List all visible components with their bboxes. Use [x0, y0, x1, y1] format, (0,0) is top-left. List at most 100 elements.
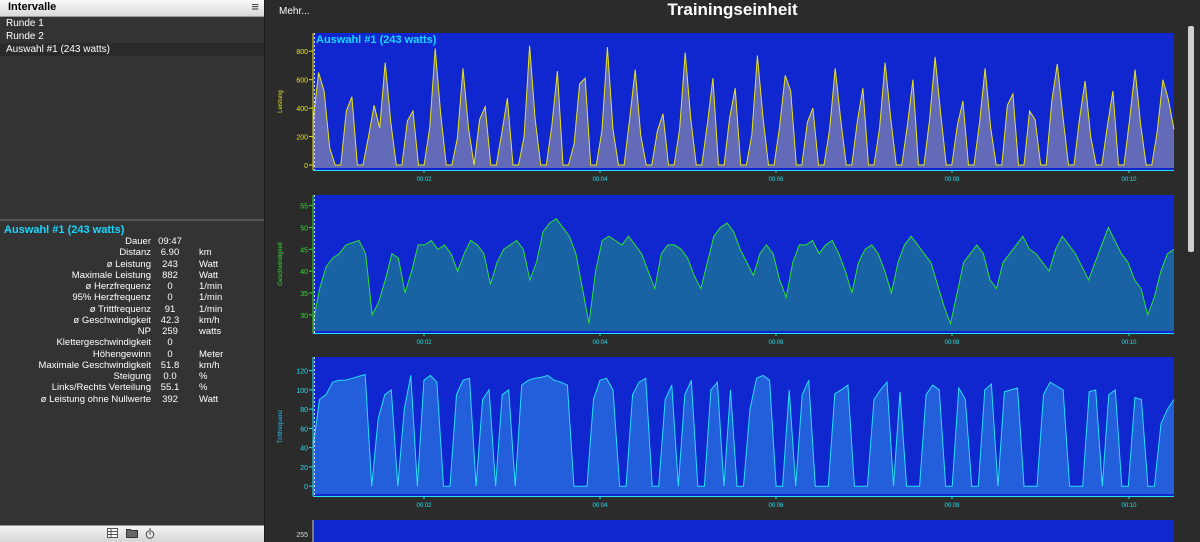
- y-tick-label: 60: [300, 426, 308, 433]
- metric-unit: Watt: [199, 258, 219, 270]
- x-tick-label: 00:02: [416, 340, 432, 346]
- y-tick-label: 200: [296, 135, 308, 142]
- x-tick-label: 00:02: [416, 503, 432, 509]
- plots-scrollbar[interactable]: [1187, 22, 1195, 542]
- metric-label: ø Leistung: [106, 258, 151, 270]
- x-tick-label: 00:10: [1121, 177, 1137, 183]
- metric-value: 51.8: [160, 359, 180, 371]
- series-area: [313, 218, 1174, 331]
- y-tick-label: 0: [304, 163, 308, 170]
- metric-label: ø Herzfrequenz: [85, 281, 151, 292]
- more-button[interactable]: Mehr...: [279, 6, 310, 17]
- x-tick-label: 00:08: [944, 177, 960, 183]
- metric-unit: watts: [199, 326, 222, 337]
- metric-label: 95% Herzfrequenz: [72, 292, 151, 304]
- page-title: Trainingseinheit: [667, 0, 798, 19]
- table-icon[interactable]: [107, 528, 118, 541]
- metric-row: 95% Herzfrequenz 0 1/min: [0, 292, 264, 303]
- metric-label: Maximale Geschwindigkeit: [38, 359, 151, 371]
- metric-unit: %: [199, 371, 208, 382]
- metric-label: Links/Rechts Verteilung: [51, 382, 151, 394]
- metric-row: ø Geschwindigkeit 42.3 km/h: [0, 315, 264, 326]
- interval-item-auswahl-1[interactable]: Auswahl #1 (243 watts): [0, 43, 264, 56]
- interval-item-runde-1[interactable]: Runde 1: [6, 18, 44, 29]
- folder-icon[interactable]: [126, 528, 138, 541]
- summary-title: Auswahl #1 (243 watts): [4, 224, 125, 236]
- metric-label: ø Trittfrequenz: [89, 303, 151, 315]
- intervals-panel-title: Intervalle: [8, 1, 57, 13]
- metric-value: 09:47: [158, 236, 182, 247]
- metric-row: NP 259 watts: [0, 326, 264, 337]
- metric-value: 0: [167, 337, 173, 349]
- interval-list: Runde 1 Runde 2 Auswahl #1 (243 watts): [0, 17, 264, 219]
- y-tick-label: 400: [296, 106, 308, 113]
- metric-unit: %: [199, 382, 208, 394]
- metric-value: 6.90: [160, 247, 180, 259]
- x-tick-label: 00:06: [768, 177, 784, 183]
- metric-unit: km: [199, 247, 212, 259]
- metric-row: Klettergeschwindigkeit 0: [0, 337, 264, 348]
- intervals-panel-footer: [0, 525, 264, 542]
- metric-row: Dauer 09:47: [0, 236, 264, 247]
- metric-label: NP: [137, 326, 151, 337]
- intervals-panel-header: Intervalle ≡: [0, 0, 264, 17]
- metric-unit: 1/min: [199, 281, 223, 292]
- y-tick-label: 600: [296, 78, 308, 85]
- metric-value: 0: [167, 281, 173, 292]
- y-tick-label: 0: [304, 484, 308, 491]
- y-tick-label: 255: [296, 532, 308, 539]
- y-tick-label: 35: [300, 291, 308, 298]
- metric-row: ø Herzfrequenz 0 1/min: [0, 281, 264, 292]
- y-axis-title: Geschwindigkeit: [278, 242, 284, 286]
- y-tick-label: 120: [296, 369, 308, 376]
- metric-label: Dauer: [125, 236, 151, 247]
- metric-value: 91: [164, 303, 176, 315]
- panel-splitter[interactable]: [0, 219, 264, 221]
- metric-unit: Watt: [199, 269, 219, 281]
- metric-label: Distanz: [119, 247, 151, 259]
- metric-unit: 1/min: [199, 303, 223, 315]
- metric-row: ø Leistung ohne Nullwerte 392 Watt: [0, 394, 264, 405]
- metric-row: ø Leistung 243 Watt: [0, 259, 264, 270]
- metric-row: Höhengewinn 0 Meter: [0, 349, 264, 360]
- metric-label: ø Leistung ohne Nullwerte: [40, 393, 151, 405]
- x-tick-label: 00:08: [944, 503, 960, 509]
- x-tick-label: 00:06: [768, 340, 784, 346]
- metric-unit: Watt: [199, 393, 219, 405]
- x-tick-label: 00:02: [416, 177, 432, 183]
- metric-unit: km/h: [199, 359, 220, 371]
- training-session-panel: Mehr... Trainingseinheit 0 200 400 600 800 Le…: [265, 0, 1200, 542]
- y-tick-label: 50: [300, 225, 308, 232]
- interval-item-runde-2[interactable]: Runde 2: [6, 31, 44, 42]
- metric-label: Steigung: [113, 371, 151, 382]
- y-tick-label: 100: [296, 388, 308, 395]
- metric-value: 392: [162, 393, 178, 405]
- metric-label: Klettergeschwindigkeit: [56, 337, 151, 349]
- y-tick-label: 45: [300, 247, 308, 254]
- plot-selection-label: Auswahl #1 (243 watts): [316, 34, 437, 46]
- metric-row: ø Trittfrequenz 91 1/min: [0, 304, 264, 315]
- metric-row: Distanz 6.90 km: [0, 247, 264, 258]
- metric-unit: km/h: [199, 314, 220, 326]
- y-tick-label: 40: [300, 446, 308, 453]
- metric-unit: Meter: [199, 348, 224, 360]
- y-tick-label: 800: [296, 49, 308, 56]
- metric-label: Höhengewinn: [92, 348, 151, 360]
- x-tick-label: 00:04: [592, 503, 608, 509]
- scrollbar-thumb[interactable]: [1188, 26, 1194, 252]
- metric-row: Links/Rechts Verteilung 55.1%: [0, 382, 264, 393]
- metric-value: 55.1: [160, 382, 180, 394]
- x-tick-label: 00:10: [1121, 340, 1137, 346]
- stopwatch-icon[interactable]: [145, 528, 155, 542]
- x-tick-label: 00:06: [768, 503, 784, 509]
- y-tick-label: 30: [300, 313, 308, 320]
- metric-unit: 1/min: [199, 292, 223, 304]
- metric-value: 259: [162, 326, 178, 337]
- menu-icon[interactable]: ≡: [251, 0, 259, 14]
- metrics-table: Dauer 09:47 Distanz 6.90 km ø Leistung 243 Watt…: [0, 236, 264, 405]
- y-axis-title: Leistung: [278, 90, 284, 113]
- metric-value: 882: [162, 269, 178, 281]
- metric-row: Steigung 0.0%: [0, 371, 264, 382]
- plot-background: [313, 520, 1174, 542]
